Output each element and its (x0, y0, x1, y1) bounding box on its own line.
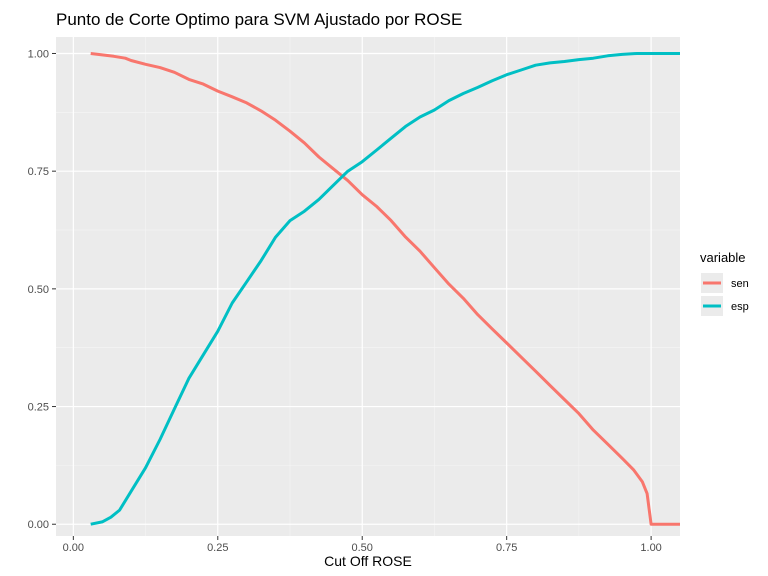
y-tick-label-2: 0.50 (28, 284, 49, 296)
x-tick-label-0: 0.00 (63, 542, 84, 554)
series-layer (90, 52, 680, 526)
y-tick-label-1: 0.25 (28, 402, 49, 414)
legend-title: variable (700, 250, 746, 265)
legend-label-esp: esp (731, 301, 749, 313)
grid-minor (56, 37, 680, 536)
grid-major (56, 37, 680, 536)
x-tick-label-1: 0.25 (207, 542, 228, 554)
x-axis: 0.00 0.25 0.50 0.75 1.00 (63, 536, 662, 554)
y-tick-label-0: 0.00 (28, 519, 49, 531)
legend-label-sen: sen (731, 278, 749, 290)
y-axis: 0.00 0.25 0.50 0.75 1.00 (28, 48, 56, 531)
x-tick-label-3: 0.75 (496, 542, 517, 554)
legend: variable sen esp (700, 250, 749, 316)
series-line-esp (90, 52, 680, 526)
x-tick-label-2: 0.50 (352, 542, 373, 554)
series-line-sen (90, 52, 680, 526)
y-tick-label-3: 0.75 (28, 166, 49, 178)
chart-title: Punto de Corte Optimo para SVM Ajustado … (56, 10, 462, 29)
x-axis-title: Cut Off ROSE (324, 553, 412, 569)
plot-panel (56, 37, 680, 536)
y-tick-label-4: 1.00 (28, 48, 49, 60)
x-tick-label-4: 1.00 (640, 542, 661, 554)
